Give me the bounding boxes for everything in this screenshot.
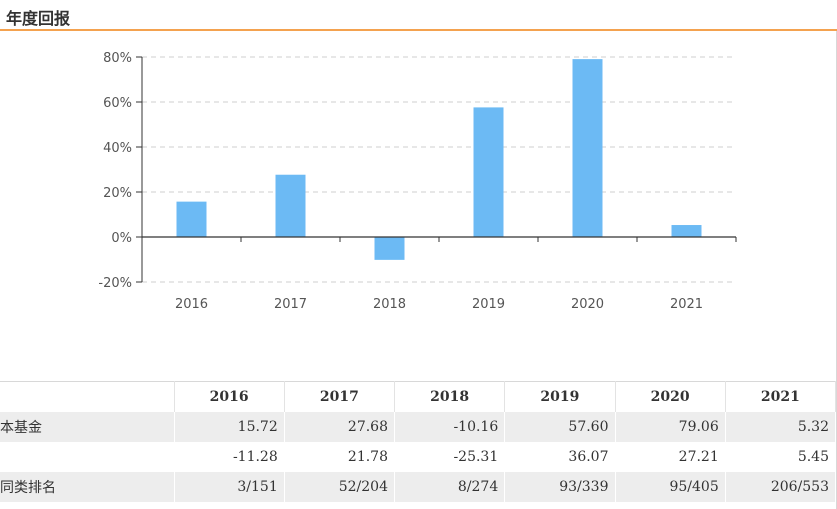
table-cell: 15.72 xyxy=(174,411,285,442)
table-cell: 3/151 xyxy=(174,471,285,502)
table-cell: 27.68 xyxy=(284,411,396,442)
table-header-row: 2016 2017 2018 2019 2020 2021 xyxy=(0,381,837,412)
table-header-cell xyxy=(0,381,175,412)
x-tick-label: 2020 xyxy=(571,297,604,312)
table-header-cell: 2021 xyxy=(725,381,837,412)
table-cell: 79.06 xyxy=(615,411,726,442)
table-cell: 206/553 xyxy=(725,471,837,502)
bar xyxy=(572,59,603,238)
section-header: 年度回报 xyxy=(0,0,837,31)
row-label: 本基金 xyxy=(0,411,175,442)
y-tick-label: 20% xyxy=(103,186,132,201)
table-cell: 93/339 xyxy=(504,471,616,502)
table-cell: 21.78 xyxy=(284,441,396,472)
annual-return-chart: -20% 0% 20% 40% 60% 80% 2016 2017 2018 2019 2020 20… xyxy=(98,51,737,312)
table-cell: 95/405 xyxy=(615,471,726,502)
y-tick-label: 0% xyxy=(111,231,132,246)
x-tick-label: 2019 xyxy=(472,297,505,312)
annual-return-table: 2016 2017 2018 2019 2020 2021 本基金 15.72 … xyxy=(0,381,837,502)
row-label xyxy=(0,441,175,472)
table-row: 本基金 15.72 27.68 -10.16 57.60 79.06 5.32 xyxy=(0,411,837,442)
table-row: 同类排名 3/151 52/204 8/274 93/339 95/405 20… xyxy=(0,471,837,502)
bar xyxy=(671,225,702,237)
table-cell: 57.60 xyxy=(504,411,616,442)
table-cell: 5.32 xyxy=(725,411,837,442)
table-cell: 36.07 xyxy=(504,441,616,472)
table-header-cell: 2019 xyxy=(504,381,616,412)
table-header-cell: 2017 xyxy=(284,381,396,412)
x-tick-label: 2016 xyxy=(175,297,208,312)
table-row: -11.28 21.78 -25.31 36.07 27.21 5.45 xyxy=(0,441,837,472)
table-cell: -11.28 xyxy=(174,441,285,472)
table-cell: 5.45 xyxy=(725,441,837,472)
y-tick-label: 60% xyxy=(103,96,132,111)
y-tick-label: 80% xyxy=(103,51,132,66)
bar xyxy=(176,201,207,237)
y-tick-label: 40% xyxy=(103,141,132,156)
bar xyxy=(275,174,306,237)
table-cell: -10.16 xyxy=(394,411,506,442)
table-cell: -25.31 xyxy=(394,441,506,472)
bar xyxy=(374,237,405,260)
section-title: 年度回报 xyxy=(6,9,71,28)
x-tick-label: 2021 xyxy=(670,297,703,312)
x-tick-label: 2018 xyxy=(373,297,406,312)
table-header-cell: 2018 xyxy=(394,381,506,412)
table-cell: 52/204 xyxy=(284,471,396,502)
x-tick-label: 2017 xyxy=(274,297,307,312)
bar xyxy=(473,107,504,238)
table-header-cell: 2016 xyxy=(174,381,285,412)
y-tick-label: -20% xyxy=(98,276,132,291)
table-cell: 8/274 xyxy=(394,471,506,502)
table-cell: 27.21 xyxy=(615,441,726,472)
row-label: 同类排名 xyxy=(0,471,175,502)
table-header-cell: 2020 xyxy=(615,381,726,412)
